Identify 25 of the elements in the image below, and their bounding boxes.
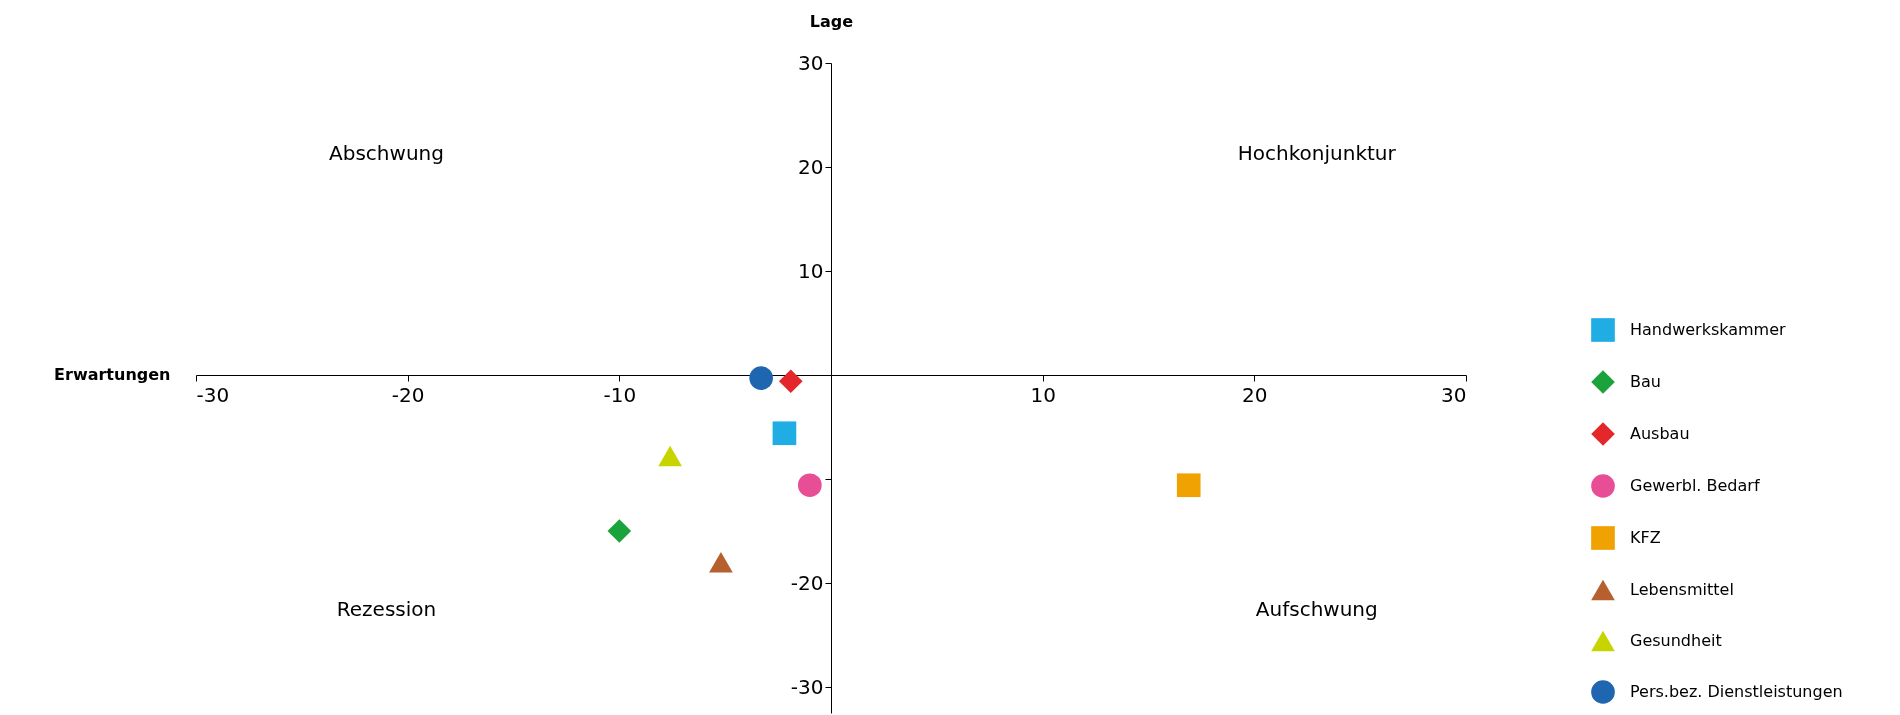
annotation: Aufschwung [1255,597,1378,622]
x-axis-title: Erwartungen [54,364,171,384]
x-tick-label: 30 [1441,382,1467,407]
x-tick-label: 10 [1030,382,1056,407]
legend-label: Pers.bez. Dienstleistungen [1630,682,1843,701]
annotation: Hochkonjunktur [1237,141,1397,165]
y-tick-label: 10 [798,258,824,283]
annotation: Abschwung [329,141,444,165]
legend-label: Ausbau [1630,424,1690,443]
legend-label: Gesundheit [1630,631,1722,650]
legend-label: Handwerkskammer [1630,320,1787,339]
y-tick-label: 30 [798,50,824,75]
x-tick-label: 20 [1242,382,1268,407]
legend-label: Lebensmittel [1630,580,1734,599]
legend-label: KFZ [1630,528,1661,547]
annotation: Rezession [336,597,437,622]
x-tick-label: -30 [196,382,230,407]
y-axis-title: Lage [809,11,854,31]
legend-label: Gewerbl. Bedarf [1630,476,1760,495]
x-tick-label: -20 [391,382,425,407]
y-tick-label: 20 [798,154,824,179]
x-tick-label: -10 [603,382,637,407]
legend-label: Bau [1630,372,1661,391]
y-tick-label: -20 [790,570,824,595]
y-tick-label: -30 [790,674,824,699]
